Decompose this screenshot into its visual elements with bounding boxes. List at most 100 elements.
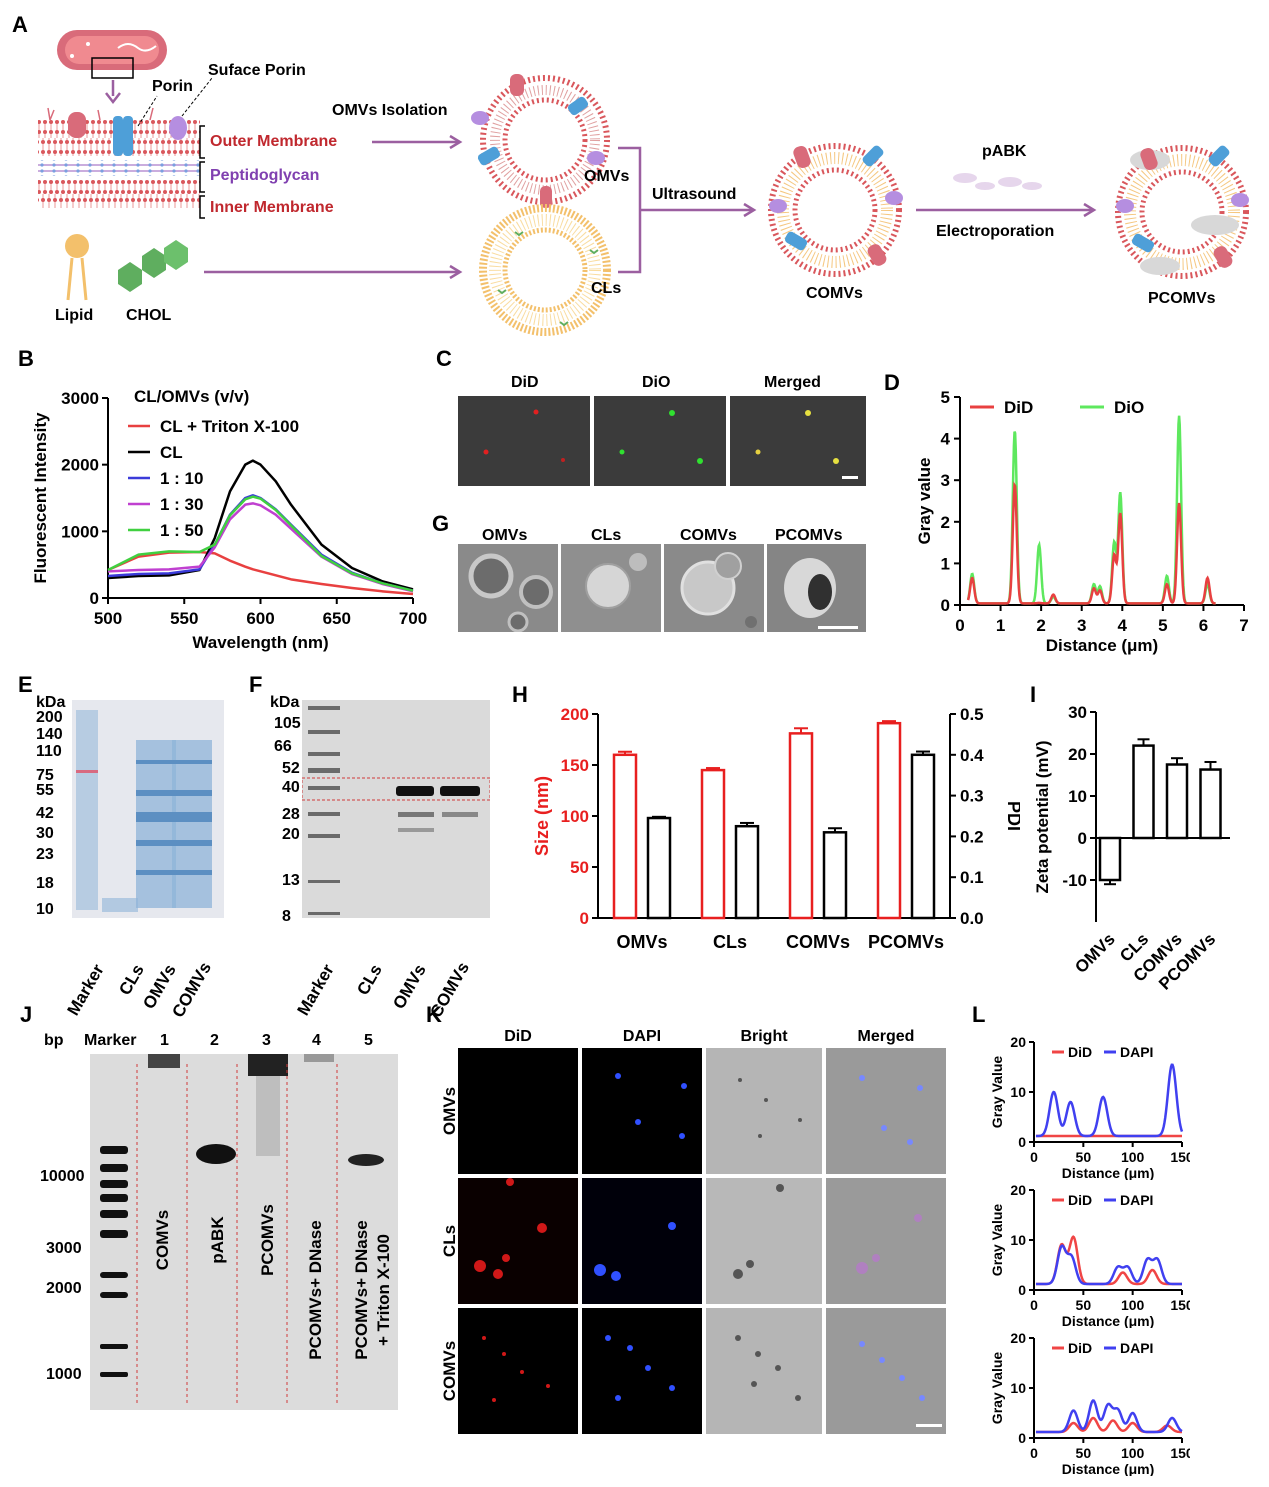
h-right-tick-label: 0.3 <box>960 787 984 806</box>
gel-e-marker-label: 55 <box>36 782 54 799</box>
gel-j-lane-number: 3 <box>262 1032 271 1049</box>
l-legend-label: DAPI <box>1120 1340 1153 1356</box>
h-left-tick-label: 100 <box>561 807 589 826</box>
gel-j-lane-number: 5 <box>364 1032 373 1049</box>
h-pdi-bar <box>822 831 848 920</box>
l-y-tick-label: 0 <box>1018 1282 1026 1298</box>
panel-a-schematic <box>38 30 1249 336</box>
h-size-bar <box>788 732 814 920</box>
l-y-tick-label: 10 <box>1010 1084 1026 1100</box>
gel-f-marker-label: 66 <box>274 738 292 755</box>
gel-j-marker-label: 3000 <box>46 1240 82 1257</box>
l-x-tick-label: 100 <box>1121 1445 1145 1461</box>
b-legend-label: 1 : 30 <box>160 495 203 514</box>
h-right-tick-label: 0.0 <box>960 909 984 928</box>
gel-f-marker-label: 105 <box>274 715 301 732</box>
panel-d-chart: 0 1 2 3 4 5 0 1 2 3 4 5 6 7 Distance (μm) Gray value DiD… <box>915 388 1249 655</box>
panel-label-a: A <box>12 12 28 37</box>
panel-label-h: H <box>512 682 528 707</box>
panel-c-label-did: DiD <box>511 374 539 391</box>
b-x-axis-title: Wavelength (nm) <box>192 633 328 652</box>
l-x-tick-label: 0 <box>1030 1445 1038 1461</box>
h-right-tick-label: 0.2 <box>960 827 984 846</box>
l-y-tick-label: 10 <box>1010 1380 1026 1396</box>
i-y-tick-label: 20 <box>1068 745 1087 764</box>
l-y-tick-label: 20 <box>1010 1034 1026 1050</box>
electroporation-label: Electroporation <box>936 223 1055 240</box>
l-x-tick-label: 0 <box>1030 1297 1038 1313</box>
gel-f-unit: kDa <box>270 694 300 711</box>
panel-label-k: K <box>426 1002 442 1027</box>
gel-f-lane-label: OMVs <box>389 961 430 1013</box>
h-size-bar <box>700 768 726 920</box>
inner-membrane-label: Inner Membrane <box>210 199 334 216</box>
h-left-tick-label: 150 <box>561 756 589 775</box>
gel-f-marker-label: 8 <box>282 908 291 925</box>
h-pdi-bar <box>734 824 760 920</box>
gel-f-marker-label: 28 <box>282 806 300 823</box>
l-x-tick-label: 50 <box>1076 1297 1092 1313</box>
gel-e-image <box>72 700 224 918</box>
l-legend-label: DiD <box>1068 1340 1092 1356</box>
d-y-tick-label: 2 <box>941 513 950 532</box>
panel-l2-chart: 0 10 20 0 50 100 150 Distance (μm) Gray Value DiD… <box>990 1182 1190 1328</box>
i-bar <box>1132 744 1155 840</box>
gel-f-marker-label: 52 <box>282 760 300 777</box>
panel-l1-chart: 0 10 20 0 50 100 150 Distance (μm) Gray Value DiD… <box>990 1034 1190 1180</box>
panel-g-label-pcomvs: PCOMVs <box>775 527 843 544</box>
h-pdi-bar <box>646 816 672 920</box>
i-y-tick-label: 30 <box>1068 703 1087 722</box>
lipid-label: Lipid <box>55 307 94 324</box>
b-legend-label: 1 : 50 <box>160 521 203 540</box>
gel-f-marker-label: 20 <box>282 826 300 843</box>
panel-k-image-grid <box>458 1048 946 1434</box>
d-y-tick-label: 4 <box>941 430 951 449</box>
d-legend-label: DiO <box>1114 398 1144 417</box>
b-y-tick-label: 3000 <box>61 389 99 408</box>
d-x-tick-label: 2 <box>1036 616 1045 635</box>
b-x-tick-label: 550 <box>170 609 198 628</box>
b-y-tick-label: 1000 <box>61 522 99 541</box>
gel-e-marker-label: 200 <box>36 709 63 726</box>
i-bar <box>1165 763 1189 840</box>
h-right-tick-label: 0.1 <box>960 868 984 887</box>
panel-l3-chart: 0 10 20 0 50 100 150 Distance (μm) Gray Value DiD… <box>990 1330 1190 1476</box>
b-legend-label: 1 : 10 <box>160 469 203 488</box>
l-y-axis-title: Gray Value <box>990 1204 1005 1277</box>
gel-j-lane-number: 1 <box>160 1032 169 1049</box>
b-series-line <box>107 495 414 592</box>
gel-f-lane-label: Marker <box>293 961 338 1019</box>
k-row-label: OMVs <box>440 1086 459 1136</box>
l-y-axis-title: Gray Value <box>990 1056 1005 1129</box>
cls-label: CLs <box>591 280 622 297</box>
pcomvs-label: PCOMVs <box>1148 290 1216 307</box>
gel-e-marker-label: 30 <box>36 825 54 842</box>
l-series-line <box>1035 1244 1182 1286</box>
d-x-tick-label: 1 <box>996 616 1005 635</box>
l-y-tick-label: 0 <box>1018 1430 1026 1446</box>
gel-j-unit: bp <box>44 1032 64 1049</box>
gel-j-lane-number: 2 <box>210 1032 219 1049</box>
k-column-label: DiD <box>504 1028 532 1045</box>
outer-membrane-label: Outer Membrane <box>210 133 338 150</box>
porin-label: Porin <box>152 78 193 95</box>
d-x-tick-label: 3 <box>1077 616 1086 635</box>
gel-f-image <box>302 700 490 918</box>
l-legend-label: DAPI <box>1120 1044 1153 1060</box>
b-y-tick-label: 0 <box>90 589 99 608</box>
comvs-label: COMVs <box>806 285 863 302</box>
gel-j-lane-label: pABK <box>208 1216 227 1264</box>
gel-e-marker-label: 18 <box>36 875 54 892</box>
h-category-label: CLs <box>713 932 747 952</box>
b-x-tick-label: 700 <box>399 609 427 628</box>
gel-e-lane-label: Marker <box>63 961 108 1019</box>
l-y-tick-label: 20 <box>1010 1330 1026 1346</box>
b-legend-label: CL + Triton X-100 <box>160 417 299 436</box>
d-y-tick-label: 3 <box>941 471 950 490</box>
l-series-line <box>1035 1416 1183 1434</box>
k-column-label: DAPI <box>622 1028 662 1045</box>
d-x-tick-label: 7 <box>1239 616 1248 635</box>
panel-c-label-dio: DiO <box>642 374 671 391</box>
gel-j-marker-label: 10000 <box>40 1168 85 1185</box>
